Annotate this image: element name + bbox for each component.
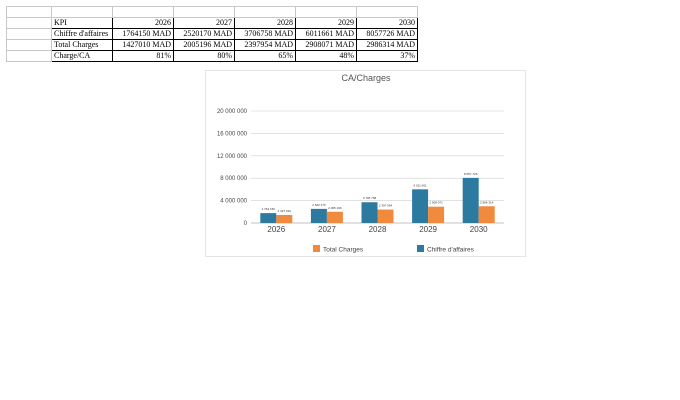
header-label-cell[interactable]: KPI — [51, 17, 113, 29]
value-cell[interactable]: 81% — [112, 50, 174, 62]
year-cell[interactable]: 2029 — [295, 17, 357, 29]
bar-chiffre-affaires[interactable] — [361, 202, 378, 223]
cell[interactable] — [6, 39, 52, 51]
bar-chiffre-affaires[interactable] — [260, 213, 277, 223]
bar-chiffre-affaires[interactable] — [310, 208, 327, 223]
x-tick-label: 2029 — [419, 225, 437, 234]
value-cell[interactable]: 2397954 MAD — [234, 39, 296, 51]
value-cell[interactable]: 2005196 MAD — [173, 39, 235, 51]
blank-row — [6, 6, 418, 18]
bar-total-charges[interactable] — [478, 206, 495, 223]
chart-object[interactable]: CA/Charges 0 4 000 000 8 000 000 12 000 000… — [205, 70, 526, 257]
value-cell[interactable]: 2908071 MAD — [295, 39, 357, 51]
data-label: 3 706 758 — [363, 196, 377, 200]
y-tick-label: 4 000 000 — [220, 199, 247, 205]
bar-total-charges[interactable] — [276, 215, 293, 223]
bar-total-charges[interactable] — [428, 206, 445, 223]
cell[interactable] — [234, 6, 296, 18]
chart-title: CA/Charges — [341, 73, 391, 83]
x-tick-label: 2030 — [470, 225, 488, 234]
year-cell[interactable]: 2026 — [112, 17, 174, 29]
x-tick-label: 2026 — [267, 225, 285, 234]
cell[interactable] — [295, 6, 357, 18]
cell[interactable] — [51, 6, 113, 18]
data-label: 6 011 661 — [414, 183, 427, 187]
legend-label: Total Charges — [323, 247, 364, 254]
bar-total-charges[interactable] — [377, 209, 394, 223]
bar-chiffre-affaires[interactable] — [412, 189, 429, 223]
y-tick-label: 20 000 000 — [217, 109, 248, 115]
x-tick-label: 2028 — [369, 225, 387, 234]
year-cell[interactable]: 2028 — [234, 17, 296, 29]
y-axis: 0 4 000 000 8 000 000 12 000 000 16 000 000 2… — [217, 109, 248, 227]
legend-swatch — [417, 245, 424, 252]
year-cell[interactable]: 2030 — [356, 17, 418, 29]
value-cell[interactable]: 2986314 MAD — [356, 39, 418, 51]
value-cell[interactable]: 2520170 MAD — [173, 28, 235, 40]
x-tick-label: 2027 — [318, 225, 336, 234]
cell[interactable] — [6, 6, 52, 18]
y-tick-label: 12 000 000 — [217, 154, 248, 160]
cell[interactable] — [173, 6, 235, 18]
cell[interactable] — [112, 6, 174, 18]
data-label: 2 986 314 — [480, 200, 494, 204]
y-tick-label: 8 000 000 — [220, 176, 247, 182]
bar-chiffre-affaires[interactable] — [462, 177, 479, 223]
x-axis: 2026 2027 2028 2029 2030 — [267, 225, 488, 234]
data-label: 2 005 196 — [328, 206, 342, 210]
y-tick-label: 0 — [244, 221, 248, 227]
value-cell[interactable]: 1427010 MAD — [112, 39, 174, 51]
bar-chart: CA/Charges 0 4 000 000 8 000 000 12 000 000… — [217, 73, 504, 254]
data-label: 2 397 954 — [379, 204, 393, 208]
bar-total-charges[interactable] — [326, 211, 343, 223]
row-label-cell[interactable]: Total Charges — [51, 39, 113, 51]
data-label: 8 057 726 — [464, 172, 478, 176]
value-cell[interactable]: 8057726 MAD — [356, 28, 418, 40]
table-row: Charge/CA 81% 80% 65% 48% 37% — [6, 50, 418, 62]
row-label-cell[interactable]: Chiffre d'affaires — [51, 28, 113, 40]
legend-label: Chiffre d'affaires — [427, 247, 475, 254]
spreadsheet-table: KPI 2026 2027 2028 2029 2030 Chiffre d'a… — [6, 6, 418, 62]
value-cell[interactable]: 48% — [295, 50, 357, 62]
cell[interactable] — [356, 6, 418, 18]
gridlines — [251, 110, 504, 224]
cell[interactable] — [6, 17, 52, 29]
cell[interactable] — [6, 50, 52, 62]
y-tick-label: 16 000 000 — [217, 131, 248, 137]
value-cell[interactable]: 3706758 MAD — [234, 28, 296, 40]
value-cell[interactable]: 1764150 MAD — [112, 28, 174, 40]
data-label: 2 908 071 — [429, 201, 443, 205]
value-cell[interactable]: 80% — [173, 50, 235, 62]
data-label: 1 764 150 — [262, 207, 276, 211]
cell[interactable] — [6, 28, 52, 40]
chart-legend: Total Charges Chiffre d'affaires — [313, 245, 475, 254]
table-row: Total Charges 1427010 MAD 2005196 MAD 23… — [6, 39, 418, 51]
data-label: 1 427 010 — [278, 209, 292, 213]
value-cell[interactable]: 6011661 MAD — [295, 28, 357, 40]
row-label-cell[interactable]: Charge/CA — [51, 50, 113, 62]
value-cell[interactable]: 37% — [356, 50, 418, 62]
value-cell[interactable]: 65% — [234, 50, 296, 62]
year-cell[interactable]: 2027 — [173, 17, 235, 29]
legend-swatch — [313, 245, 320, 252]
header-row: KPI 2026 2027 2028 2029 2030 — [6, 17, 418, 29]
table-row: Chiffre d'affaires 1764150 MAD 2520170 M… — [6, 28, 418, 40]
data-label: 2 520 170 — [312, 203, 326, 207]
